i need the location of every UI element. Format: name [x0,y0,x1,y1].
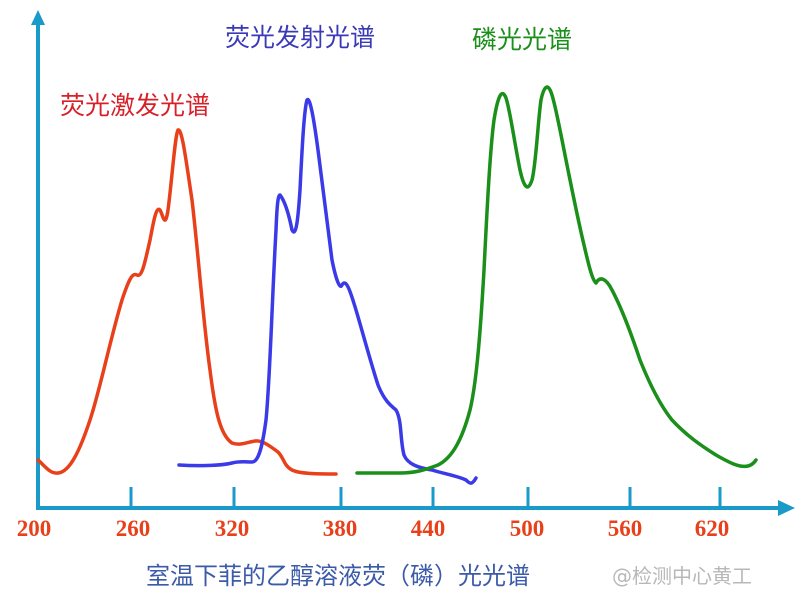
tick-label-500: 500 [509,516,545,541]
y-axis-arrow-icon [31,10,45,25]
label-phosphorescence: 磷光光谱 [472,25,573,54]
tick-label-440: 440 [410,516,446,541]
axes [31,10,795,516]
tick-label-260: 260 [115,516,151,541]
watermark: @检测中心黄工 [612,564,752,588]
tick-label-200: 200 [16,516,52,541]
label-excitation: 荧光激发光谱 [60,91,211,120]
excitation-curve [36,128,338,476]
phosphorescence-curve [355,85,758,475]
tick-label-620: 620 [694,516,730,541]
emission-curve [177,98,478,485]
x-axis-arrow-icon [778,500,795,516]
x-ticks [129,487,722,508]
tick-label-320: 320 [214,516,250,541]
label-emission: 荧光发射光谱 [225,23,376,52]
x-axis-label: 室温下菲的乙醇溶液荧（磷）光光谱 [146,562,530,590]
tick-label-560: 560 [607,516,643,541]
tick-label-380: 380 [322,516,358,541]
